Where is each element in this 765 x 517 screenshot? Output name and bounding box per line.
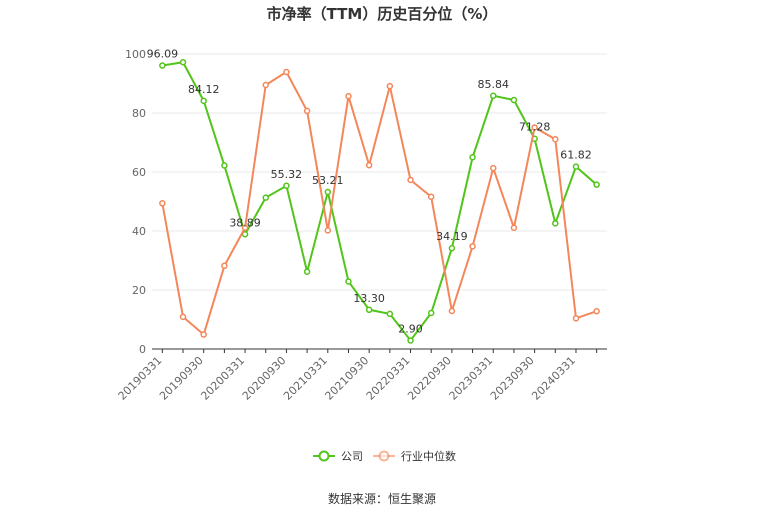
x-tick-label: 20210930: [322, 354, 371, 403]
data-point: [365, 306, 373, 314]
data-point: [552, 220, 559, 227]
data-point: [552, 136, 559, 143]
data-labels: 96.09 84.12 38.89 55.32 53.21 13.30 2.90 34.19 8…: [147, 48, 592, 336]
data-point: [324, 227, 332, 234]
data-label: 71.28: [519, 121, 551, 134]
data-point: [221, 162, 228, 169]
data-point: [427, 309, 435, 317]
data-label: 53.21: [312, 174, 344, 187]
data-point: [531, 124, 538, 131]
data-point: [407, 176, 414, 184]
data-label: 13.30: [353, 292, 385, 305]
data-point: [179, 59, 187, 66]
data-label: 96.09: [147, 48, 179, 61]
data-point: [469, 243, 476, 250]
legend-marker: [378, 450, 390, 462]
data-point: [200, 97, 207, 105]
legend-marker: [318, 450, 330, 462]
data-label: 84.12: [188, 83, 220, 96]
data-point: [345, 92, 352, 100]
data-point: [510, 224, 518, 232]
data-label: 61.82: [560, 149, 592, 162]
legend-item-0[interactable]: 公司: [313, 450, 363, 463]
y-tick-label: 80: [132, 107, 146, 120]
data-point: [469, 154, 476, 161]
y-tick-label: 100: [125, 48, 146, 61]
data-label: 2.90: [398, 322, 423, 335]
data-point: [448, 244, 456, 252]
y-tick-label: 20: [132, 284, 146, 297]
x-tick-label: 20230331: [447, 354, 496, 403]
data-label: 85.84: [478, 78, 510, 91]
series-line-1: [161, 70, 597, 336]
x-tick-label: 20220930: [405, 354, 454, 403]
data-point: [159, 62, 166, 69]
data-point: [179, 313, 187, 321]
data-point: [241, 224, 249, 232]
series-line-0: [162, 61, 598, 342]
data-point: [365, 161, 373, 169]
data-point: [407, 337, 414, 344]
data-point: [448, 307, 456, 315]
x-tick-label: 20200930: [240, 354, 289, 403]
source-note: 数据来源：恒生聚源: [328, 491, 436, 506]
data-point: [262, 194, 269, 201]
data-label: 38.89: [229, 216, 261, 229]
data-point: [490, 164, 497, 172]
data-label: 34.19: [436, 230, 468, 243]
legend-item-1[interactable]: 行业中位数: [373, 449, 456, 463]
x-tick-label: 20190930: [157, 354, 206, 403]
series: [159, 59, 600, 344]
x-tick-label: 20230930: [488, 354, 537, 403]
x-tick-label: 20200331: [198, 354, 247, 403]
x-tick-label: 20210331: [281, 354, 330, 403]
data-point: [593, 181, 600, 188]
y-tick-label: 0: [139, 343, 146, 356]
data-point: [159, 200, 166, 207]
axes: 0 20 40 60 80 100 2019033120190930202003312020…: [116, 48, 607, 403]
data-point: [262, 81, 269, 89]
data-point: [345, 278, 352, 285]
data-point: [324, 188, 332, 196]
data-point: [593, 307, 600, 315]
data-point: [303, 268, 311, 275]
data-point: [386, 310, 394, 318]
chart-title: 市净率（TTM）历史百分位（%）: [267, 5, 498, 23]
x-tick-label: 20220331: [364, 354, 413, 403]
data-point: [572, 163, 580, 170]
data-point: [283, 182, 290, 190]
grid: [152, 53, 607, 291]
legend[interactable]: 公司 行业中位数: [313, 449, 456, 463]
y-tick-label: 40: [132, 225, 146, 238]
data-point: [283, 68, 290, 76]
y-tick-label: 60: [132, 166, 146, 179]
x-tick-label: 20190331: [116, 354, 165, 403]
x-tick-label: 20240331: [529, 354, 578, 403]
data-point: [221, 262, 228, 270]
data-point: [490, 92, 497, 100]
data-point: [427, 193, 435, 201]
data-label: 55.32: [271, 168, 303, 181]
legend-label: 公司: [341, 450, 363, 463]
data-point: [510, 96, 518, 104]
legend-label: 行业中位数: [401, 449, 456, 463]
data-point: [200, 331, 207, 338]
data-point: [303, 107, 311, 115]
data-point: [386, 82, 394, 90]
data-point: [572, 315, 580, 322]
